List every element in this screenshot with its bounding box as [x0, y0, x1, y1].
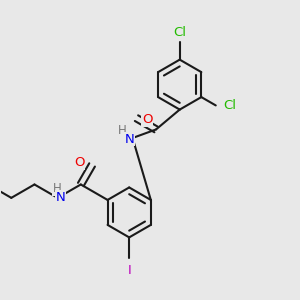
Text: N: N — [56, 191, 65, 204]
Text: I: I — [127, 264, 131, 277]
Text: H: H — [53, 182, 62, 195]
Text: Cl: Cl — [223, 99, 236, 112]
Text: O: O — [74, 156, 84, 169]
Text: H: H — [118, 124, 126, 137]
Text: Cl: Cl — [173, 26, 186, 39]
Text: O: O — [142, 113, 152, 126]
Text: N: N — [125, 133, 134, 146]
